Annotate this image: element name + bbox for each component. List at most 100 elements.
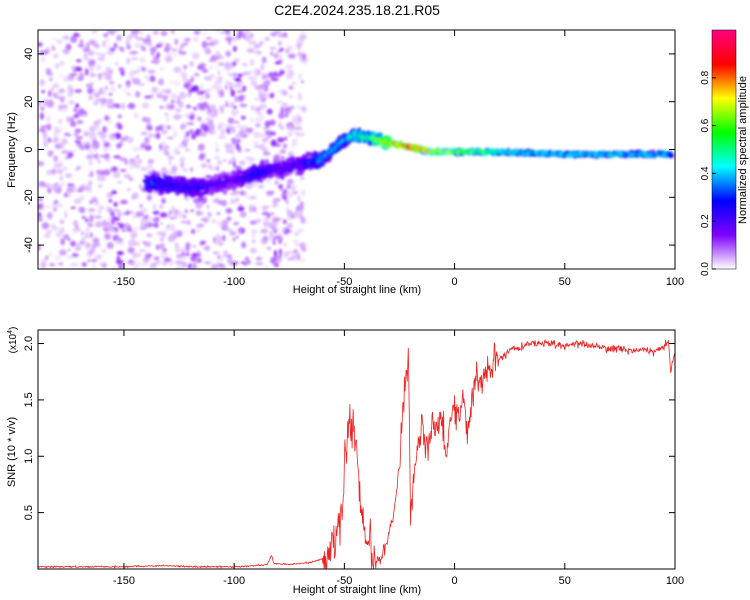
noise-blob	[208, 74, 216, 79]
noise-blob	[91, 196, 98, 199]
noise-blob	[89, 154, 95, 159]
noise-blob	[136, 154, 140, 160]
noise-blob	[39, 80, 47, 84]
noise-blob	[93, 92, 101, 98]
noise-blob	[269, 46, 277, 50]
noise-blob	[262, 221, 271, 226]
noise-blob	[113, 226, 119, 230]
noise-blob	[238, 128, 245, 136]
noise-blob	[77, 108, 85, 116]
noise-blob	[241, 241, 247, 249]
noise-blob	[252, 140, 259, 145]
noise-blob	[170, 98, 175, 105]
noise-blob	[281, 90, 288, 96]
noise-blob	[200, 83, 204, 91]
noise-blob	[155, 244, 161, 251]
noise-blob	[106, 192, 112, 198]
noise-blob	[38, 182, 46, 188]
noise-blob	[117, 123, 123, 130]
noise-blob	[218, 135, 226, 140]
noise-blob	[247, 76, 253, 81]
noise-blob	[200, 89, 208, 94]
noise-blob	[281, 227, 286, 233]
noise-blob	[301, 105, 307, 113]
noise-blob	[89, 215, 94, 223]
noise-blob	[278, 54, 284, 58]
noise-blob	[75, 67, 83, 72]
noise-blob	[116, 143, 122, 149]
noise-blob	[258, 143, 266, 151]
noise-blob	[266, 79, 271, 84]
noise-blob	[138, 83, 146, 86]
spectrogram-y-ticks: -40 -20 0 20 40	[23, 48, 675, 253]
noise-blob	[211, 104, 216, 112]
noise-blob	[171, 165, 178, 172]
noise-blob	[140, 167, 148, 171]
signal-blob	[385, 135, 392, 141]
noise-blob	[127, 92, 131, 96]
noise-blob	[108, 45, 114, 48]
noise-blob	[203, 126, 209, 133]
noise-blob	[275, 73, 283, 77]
signal-blob	[308, 167, 313, 171]
noise-blob	[95, 221, 103, 228]
noise-blob	[131, 251, 137, 259]
noise-blob	[290, 71, 295, 76]
spectrogram-x-ticks: -150 -100 -50 0 50 100	[113, 30, 684, 288]
noise-blob	[106, 206, 112, 213]
signal-blob	[225, 172, 231, 176]
noise-blob	[159, 212, 168, 218]
noise-blob	[146, 220, 152, 224]
noise-blob	[278, 69, 285, 75]
noise-blob	[221, 199, 227, 207]
noise-blob	[167, 104, 176, 110]
noise-blob	[156, 52, 160, 58]
noise-blob	[173, 80, 181, 86]
noise-blob	[111, 211, 115, 216]
noise-blob	[300, 80, 304, 84]
noise-blob	[165, 151, 171, 157]
noise-blob	[93, 124, 100, 131]
noise-blob	[118, 265, 122, 269]
noise-blob	[60, 98, 65, 103]
noise-blob	[138, 159, 143, 163]
noise-blob	[162, 89, 167, 93]
noise-blob	[78, 185, 84, 193]
noise-blob	[139, 132, 145, 137]
noise-blob	[38, 203, 43, 210]
noise-blob	[146, 165, 153, 169]
noise-blob	[64, 173, 73, 178]
noise-blob	[228, 159, 232, 165]
noise-blob	[157, 78, 165, 86]
noise-blob	[69, 150, 77, 153]
noise-blob	[143, 214, 149, 220]
noise-blob	[66, 193, 71, 198]
noise-blob	[193, 262, 197, 269]
noise-blob	[186, 219, 191, 226]
noise-blob	[116, 251, 122, 254]
noise-blob	[225, 31, 231, 36]
noise-blob	[166, 136, 174, 140]
noise-blob	[205, 92, 210, 100]
noise-blob	[107, 217, 112, 221]
noise-blob	[50, 44, 55, 50]
noise-blob	[203, 217, 209, 224]
noise-blob	[229, 85, 233, 91]
noise-blob	[215, 77, 224, 81]
spectrogram-blobs	[38, 30, 674, 269]
noise-blob	[230, 231, 237, 235]
noise-blob	[225, 80, 231, 84]
noise-blob	[117, 114, 122, 119]
noise-blob	[101, 91, 107, 95]
noise-blob	[197, 116, 202, 122]
noise-blob	[144, 136, 150, 144]
noise-blob	[270, 131, 276, 136]
noise-blob	[206, 107, 211, 116]
noise-blob	[130, 233, 136, 241]
noise-blob	[131, 192, 139, 200]
noise-blob	[195, 210, 202, 216]
x-tick-label: -150	[113, 575, 135, 587]
noise-blob	[296, 205, 301, 211]
noise-blob	[114, 132, 122, 140]
noise-blob	[217, 235, 222, 243]
